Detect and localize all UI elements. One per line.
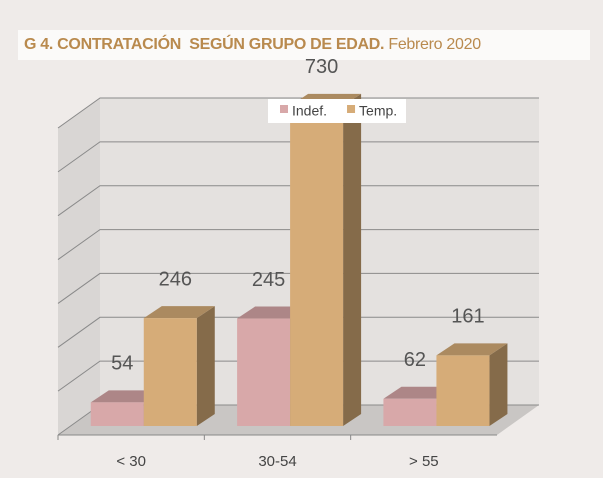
grid-line	[57, 360, 539, 392]
value-label: 62	[404, 349, 426, 371]
bar-side	[343, 93, 362, 426]
bar	[290, 93, 362, 426]
x-tick-label: < 30	[116, 453, 146, 470]
x-tick-label: > 55	[409, 453, 439, 470]
grid-line	[57, 272, 539, 304]
bar-side	[196, 306, 215, 426]
legend-swatch	[280, 105, 288, 113]
bar-side	[489, 343, 508, 426]
legend-label: Indef.	[292, 103, 327, 119]
chart-title: G 4. CONTRATACIÓN SEGÚN GRUPO DE EDAD.	[24, 36, 385, 53]
legend-box	[268, 99, 406, 123]
title-line: G 4. CONTRATACIÓN SEGÚN GRUPO DE EDAD. F…	[24, 36, 481, 54]
grid-line	[57, 97, 539, 129]
value-label: 246	[159, 268, 192, 290]
grid-line	[57, 141, 539, 173]
bar	[143, 306, 215, 426]
bar	[436, 343, 508, 426]
bar-front	[436, 355, 490, 426]
bar-top	[143, 306, 215, 319]
value-label: 245	[252, 269, 285, 291]
title-bar: G 4. CONTRATACIÓN SEGÚN GRUPO DE EDAD. F…	[18, 30, 590, 60]
bar-front	[237, 318, 291, 426]
bar-front	[383, 398, 437, 426]
chart-subtitle: Febrero 2020	[388, 36, 481, 53]
legend: Indef. Temp.	[268, 99, 406, 123]
grid-line	[57, 185, 539, 217]
value-label: 161	[451, 306, 484, 328]
legend-swatch	[347, 105, 356, 113]
value-label: 730	[305, 56, 338, 78]
grid-line	[57, 229, 539, 260]
x-tick-label: 30-54	[258, 453, 296, 470]
legend-label: Temp.	[359, 103, 397, 119]
bar-front	[290, 105, 344, 426]
bar-front	[90, 402, 144, 426]
side-wall	[58, 98, 100, 435]
bar-top	[436, 343, 508, 356]
bar-front	[143, 318, 197, 426]
grid-line	[57, 316, 539, 348]
value-label: 54	[111, 353, 133, 375]
